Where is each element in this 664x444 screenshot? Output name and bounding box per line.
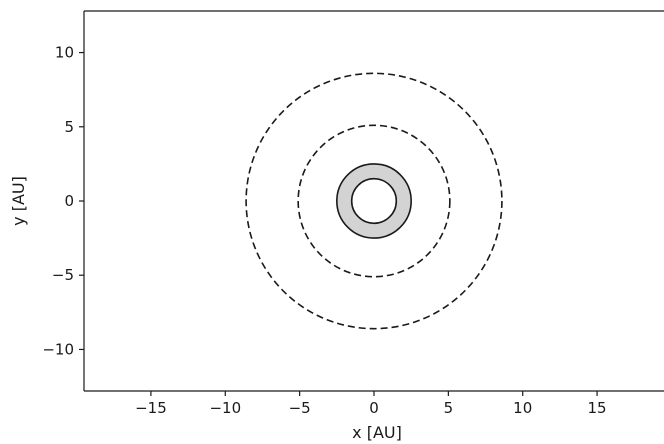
annulus-outer-edge xyxy=(336,163,412,239)
x-tick-label: 15 xyxy=(588,399,607,417)
annulus-fill xyxy=(336,163,412,239)
x-tick-label: −15 xyxy=(135,399,167,417)
x-tick-label: 10 xyxy=(513,399,532,417)
annulus-inner-edge xyxy=(350,177,398,225)
y-axis-label: y [AU] xyxy=(9,176,28,226)
y-tick-label: 5 xyxy=(64,118,74,136)
dashed-circle-1 xyxy=(297,124,451,278)
x-tick-label: 0 xyxy=(369,399,379,417)
x-axis-label: x [AU] xyxy=(352,423,402,442)
y-tick-label: 10 xyxy=(55,44,74,62)
y-tick-label: −10 xyxy=(42,340,74,358)
y-tick-label: 0 xyxy=(64,192,74,210)
x-tick-label: −10 xyxy=(209,399,241,417)
plot-area xyxy=(84,11,664,391)
dashed-circle-2 xyxy=(245,72,503,330)
x-tick-label: −5 xyxy=(289,399,311,417)
x-tick-label: 5 xyxy=(444,399,454,417)
y-tick-label: −5 xyxy=(52,266,74,284)
